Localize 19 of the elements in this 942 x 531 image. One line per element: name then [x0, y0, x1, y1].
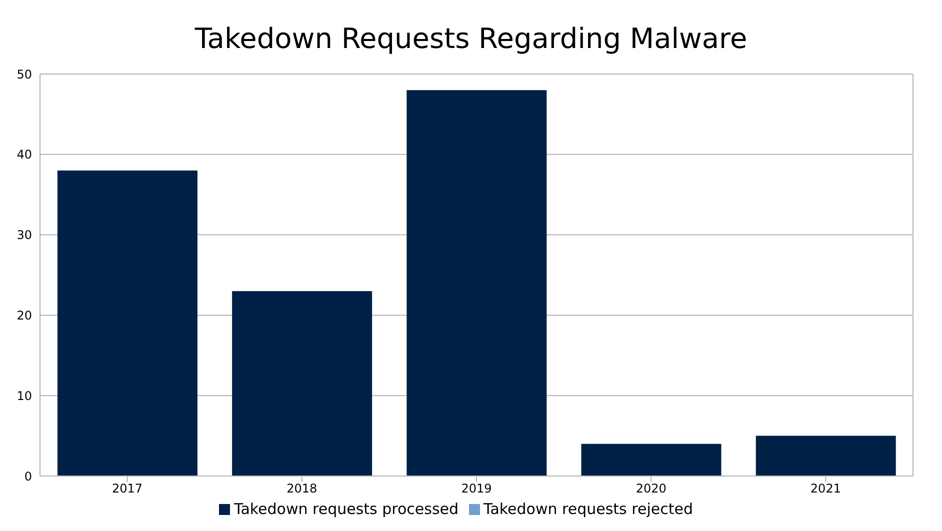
legend-label: Takedown requests rejected	[484, 500, 693, 518]
y-tick-label: 50	[16, 67, 32, 82]
x-tick-label: 2019	[461, 482, 492, 496]
chart-title: Takedown Requests Regarding Malware	[194, 21, 748, 57]
x-tick-label: 2017	[112, 482, 143, 496]
bar	[756, 436, 896, 476]
x-tick-label: 2018	[286, 482, 318, 496]
y-tick-label: 20	[16, 308, 32, 322]
y-tick-label: 0	[24, 469, 32, 484]
bar	[581, 444, 722, 476]
y-tick-label: 40	[16, 148, 32, 162]
y-tick-label: 10	[16, 388, 32, 403]
y-tick-label: 30	[16, 228, 32, 242]
legend-label: Takedown requests processed	[234, 500, 459, 518]
x-tick-label: 2021	[810, 482, 841, 496]
x-tick-label: 2020	[636, 482, 666, 496]
bar	[57, 170, 198, 476]
bar	[406, 90, 547, 476]
bar	[232, 291, 372, 476]
